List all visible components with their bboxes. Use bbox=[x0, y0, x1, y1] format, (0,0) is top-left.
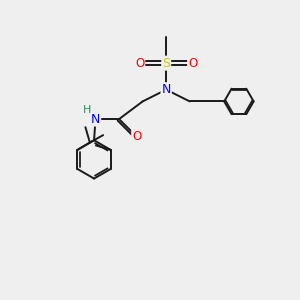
Text: O: O bbox=[135, 57, 144, 70]
Text: O: O bbox=[188, 57, 197, 70]
Text: S: S bbox=[162, 57, 170, 70]
Text: H: H bbox=[83, 105, 92, 115]
Text: N: N bbox=[91, 112, 100, 126]
Text: N: N bbox=[161, 83, 171, 96]
Text: O: O bbox=[132, 130, 141, 143]
